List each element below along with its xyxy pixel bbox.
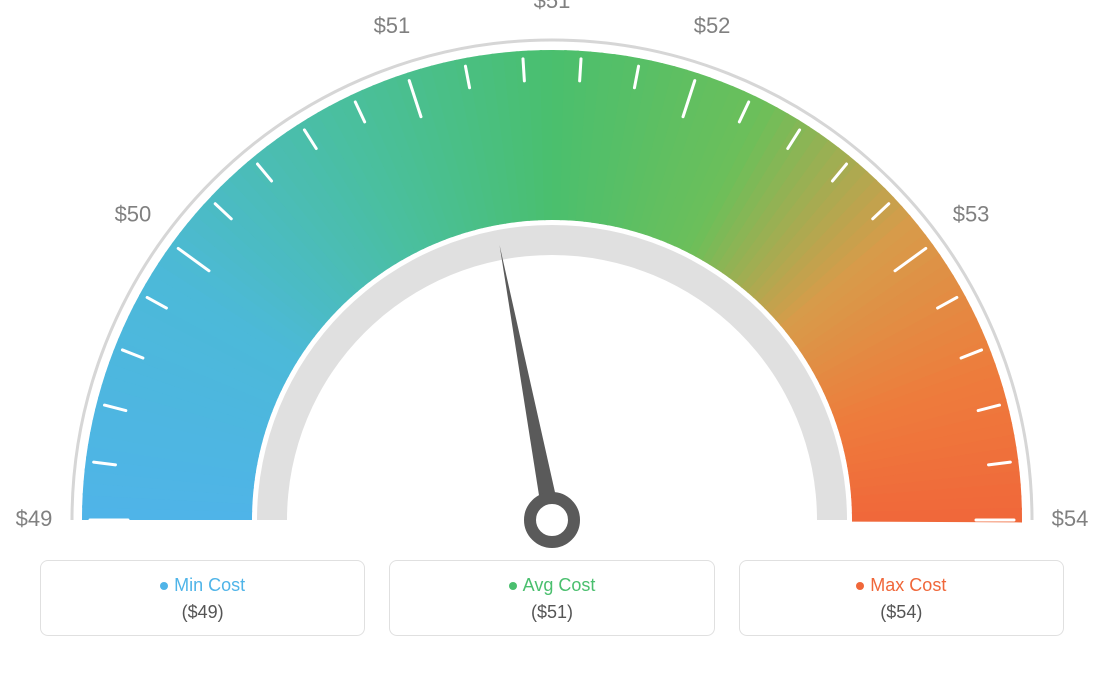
gauge-colored-arc bbox=[82, 50, 1022, 522]
legend-value: ($51) bbox=[390, 602, 713, 623]
tick-label: $51 bbox=[534, 0, 571, 13]
legend-value: ($49) bbox=[41, 602, 364, 623]
legend-title-text: Min Cost bbox=[174, 575, 245, 595]
tick-label: $54 bbox=[1052, 506, 1089, 531]
gauge-chart: $49 $50 $51 $51 $52 $53 $54 bbox=[0, 0, 1104, 560]
legend-title: Min Cost bbox=[41, 575, 364, 596]
gauge-needle-hub bbox=[530, 498, 574, 542]
tick-label: $53 bbox=[953, 201, 990, 226]
legend-card: Min Cost ($49) bbox=[40, 560, 365, 636]
tick-label: $52 bbox=[694, 13, 731, 38]
legend-title: Avg Cost bbox=[390, 575, 713, 596]
legend-title-text: Max Cost bbox=[870, 575, 946, 595]
legend-dot-icon bbox=[160, 582, 168, 590]
legend-dot-icon bbox=[856, 582, 864, 590]
tick-label: $49 bbox=[16, 506, 53, 531]
tick-label: $51 bbox=[374, 13, 411, 38]
gauge-needle bbox=[500, 245, 561, 522]
legend-dot-icon bbox=[509, 582, 517, 590]
legend-row: Min Cost ($49) Avg Cost ($51) Max Cost ($54) bbox=[0, 560, 1104, 636]
legend-card: Avg Cost ($51) bbox=[389, 560, 714, 636]
legend-title: Max Cost bbox=[740, 575, 1063, 596]
gauge-container: $49 $50 $51 $51 $52 $53 $54 bbox=[0, 0, 1104, 560]
legend-value: ($54) bbox=[740, 602, 1063, 623]
legend-card: Max Cost ($54) bbox=[739, 560, 1064, 636]
tick-label: $50 bbox=[115, 201, 152, 226]
legend-title-text: Avg Cost bbox=[523, 575, 596, 595]
